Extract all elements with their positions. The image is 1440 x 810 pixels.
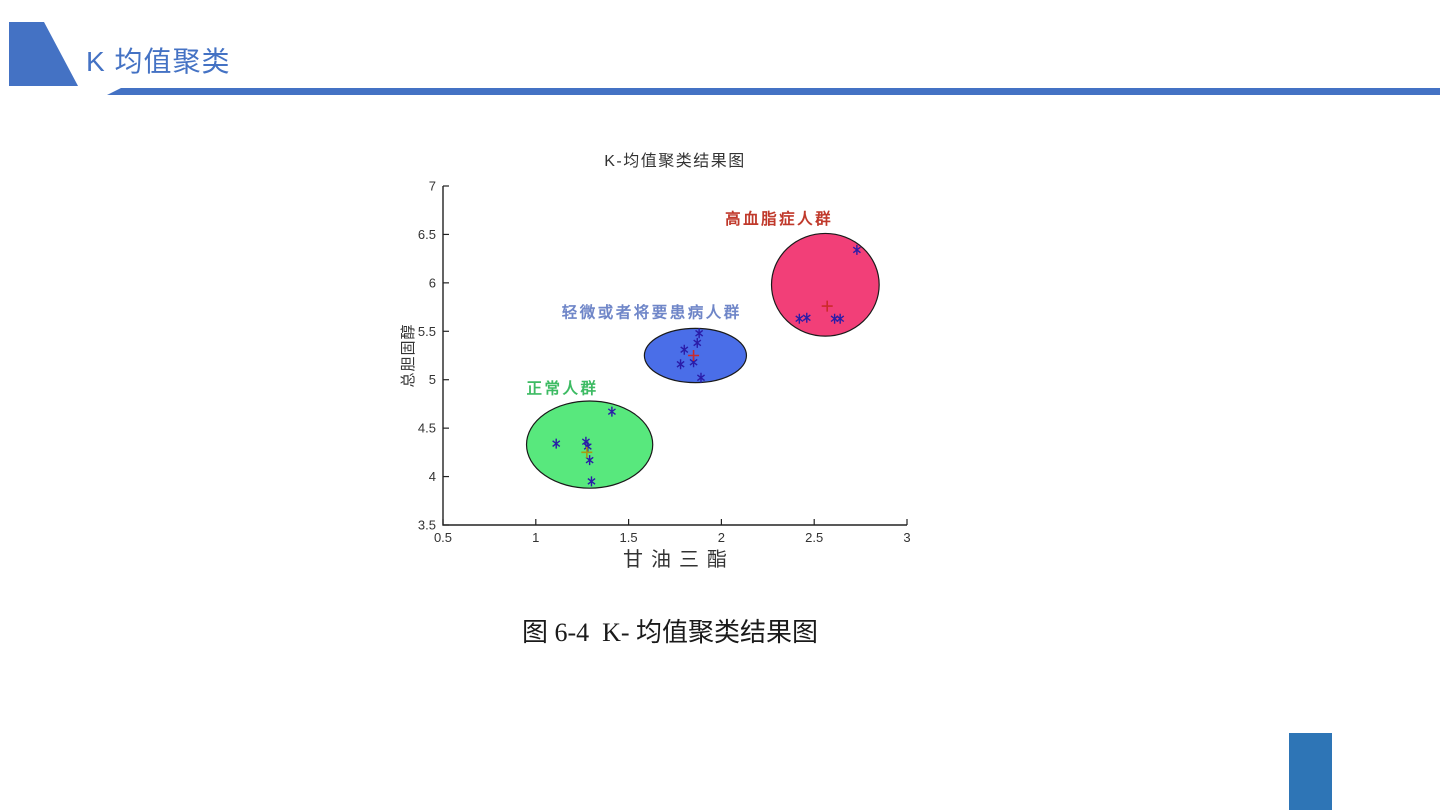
x-axis-label: 甘油三酯 xyxy=(623,548,735,571)
data-point-asterisk xyxy=(552,438,561,449)
data-point-asterisk xyxy=(676,359,685,370)
page-title: K 均值聚类 xyxy=(86,46,231,77)
header-accent-shape xyxy=(9,22,78,86)
x-tick-label: 1.5 xyxy=(620,530,638,545)
cluster-ellipse-2 xyxy=(770,232,880,337)
x-tick-label: 2 xyxy=(718,530,725,545)
y-axis-label: 总胆固醇 xyxy=(400,323,417,387)
header-trapezoid xyxy=(9,22,78,86)
cluster-label-2: 高血脂症人群 xyxy=(725,209,833,228)
y-tick-label: 6.5 xyxy=(418,227,436,242)
centroid-plus-marker xyxy=(581,446,593,458)
y-tick-label: 4 xyxy=(429,469,436,484)
data-point-asterisk xyxy=(607,406,616,417)
y-tick-label: 3.5 xyxy=(418,518,436,533)
y-tick-label: 5.5 xyxy=(418,324,436,339)
figure-caption: 图 6-4 K- 均值聚类结果图 xyxy=(521,618,819,647)
kmeans-chart-figure: 3.5 4 4.5 5 5.5 6 6.5 7 0.5 1 1.5 2 2.5 3 K-均值聚类结果图甘油三… xyxy=(400,145,940,577)
cluster-label-0: 正常人群 xyxy=(527,378,599,397)
data-point-asterisk xyxy=(583,441,592,452)
x-tick-label: 1 xyxy=(532,530,539,545)
x-tick-label: 2.5 xyxy=(805,530,823,545)
centroid-plus-marker xyxy=(688,350,700,361)
y-tick-label: 5 xyxy=(429,372,436,387)
data-point-asterisk xyxy=(693,337,702,348)
y-tick-label: 6 xyxy=(429,275,436,290)
bottom-right-accent xyxy=(1289,733,1332,810)
x-tick-label: 0.5 xyxy=(434,530,452,545)
data-point-asterisk xyxy=(680,344,689,355)
data-point-asterisk xyxy=(836,313,845,324)
header-divider xyxy=(107,88,1440,95)
y-tick-label: 7 xyxy=(429,179,436,194)
y-tick-label: 4.5 xyxy=(418,421,436,436)
data-point-asterisk xyxy=(585,455,594,466)
kmeans-scatter-plot: 3.5 4 4.5 5 5.5 6 6.5 7 0.5 1 1.5 2 2.5 3 K-均值聚类结果图甘油三… xyxy=(400,152,911,571)
x-tick-label: 3 xyxy=(903,530,910,545)
chart-title: K-均值聚类结果图 xyxy=(604,152,746,170)
data-point-asterisk xyxy=(587,476,596,487)
data-point-asterisk xyxy=(695,328,704,339)
centroid-plus-marker xyxy=(821,300,833,312)
data-point-asterisk xyxy=(802,312,811,323)
data-point-asterisk xyxy=(852,244,861,255)
data-point-asterisk xyxy=(696,372,706,383)
data-point-asterisk xyxy=(795,313,804,324)
cluster-label-1: 轻微或者将要患病人群 xyxy=(562,303,742,322)
